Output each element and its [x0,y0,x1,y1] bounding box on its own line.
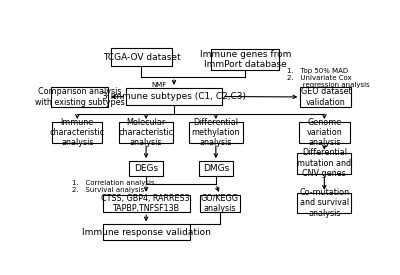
Text: Immune genes from
ImmPort database: Immune genes from ImmPort database [200,50,291,69]
Text: TCGA-OV dataset: TCGA-OV dataset [103,53,180,62]
Text: Molecular
characteristic
analysis: Molecular characteristic analysis [118,118,174,147]
Text: 3 immune subtypes (C1, C2,C3): 3 immune subtypes (C1, C2,C3) [102,92,246,101]
Bar [299,122,350,143]
Text: GEO dataset
validation: GEO dataset validation [300,87,351,107]
Bar [189,122,243,143]
Text: GO/KEGG
analysis: GO/KEGG analysis [201,194,239,213]
Bar [126,88,222,105]
Text: 1.   Correlation analysis
2.   Survival analysis: 1. Correlation analysis 2. Survival anal… [72,180,155,193]
Bar [51,87,108,107]
Bar [297,193,352,213]
Text: Immune response validation: Immune response validation [82,227,210,236]
Text: Immune
characteristic
analysis: Immune characteristic analysis [50,118,105,147]
Bar [300,87,352,107]
Text: DMGs: DMGs [203,164,229,173]
Bar [111,48,172,66]
Text: Differential
methylation
analysis: Differential methylation analysis [192,118,240,147]
Bar [200,195,240,212]
Bar [211,49,279,70]
Text: Differential
mutation and
CNV genes: Differential mutation and CNV genes [297,148,352,178]
Bar [119,122,173,143]
Text: CTSS, GBP4, RARRES3,
TAPBP,TNFSF13B: CTSS, GBP4, RARRES3, TAPBP,TNFSF13B [101,194,192,213]
Text: Comparison analysis
with existing subtypes: Comparison analysis with existing subtyp… [34,87,124,107]
Text: Co-mutation
and survival
analysis: Co-mutation and survival analysis [299,188,350,218]
Bar [129,161,163,176]
Bar [52,122,102,143]
Bar [297,153,352,174]
Bar [103,195,190,212]
Text: Genome
variation
analysis: Genome variation analysis [306,118,342,147]
Text: DEGs: DEGs [134,164,158,173]
Text: 1.   Top 50% MAD
2.   Univariate Cox
       regression analysis: 1. Top 50% MAD 2. Univariate Cox regress… [287,68,370,88]
Text: NMF: NMF [151,82,166,88]
Bar [199,161,233,176]
Bar [103,224,190,240]
